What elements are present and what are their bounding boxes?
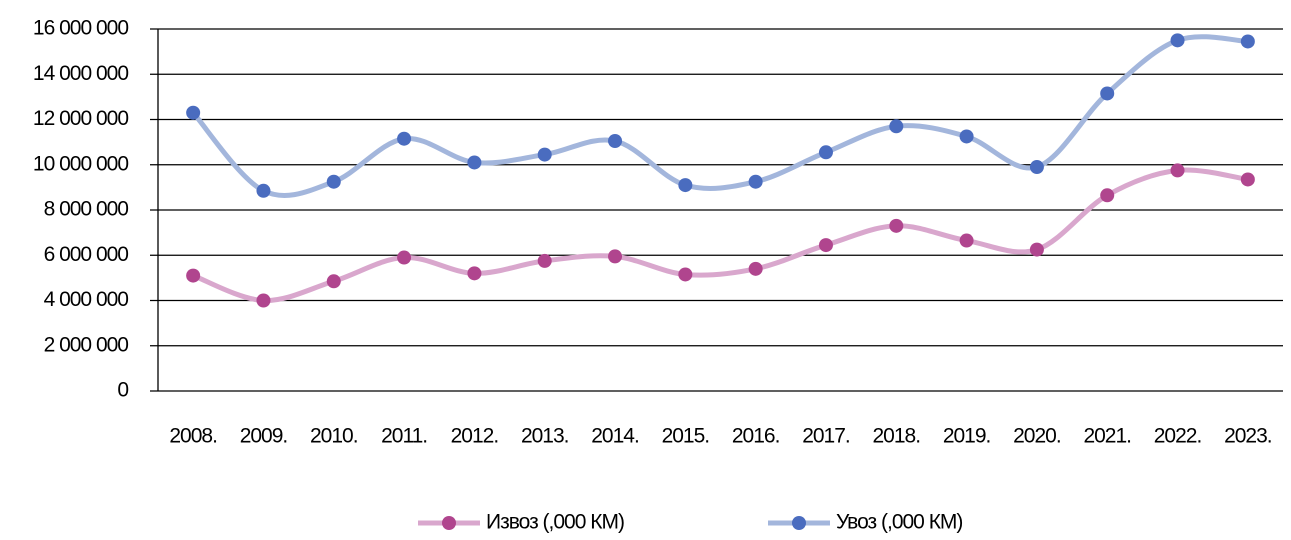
legend-marker bbox=[792, 516, 806, 530]
legend-marker bbox=[442, 516, 456, 530]
y-tick-label: 4 000 000 bbox=[44, 288, 129, 311]
data-point bbox=[1029, 160, 1044, 175]
data-point bbox=[537, 147, 552, 162]
data-point bbox=[397, 250, 412, 265]
data-point bbox=[467, 155, 482, 170]
data-point bbox=[186, 268, 201, 283]
data-point bbox=[1100, 188, 1115, 203]
data-point bbox=[1240, 34, 1255, 49]
x-tick-label: 2017. bbox=[802, 425, 850, 448]
x-tick-label: 2013. bbox=[521, 425, 569, 448]
x-tick-label: 2012. bbox=[451, 425, 499, 448]
y-tick-label: 2 000 000 bbox=[44, 333, 129, 356]
x-tick-label: 2020. bbox=[1013, 425, 1061, 448]
data-point bbox=[256, 183, 271, 198]
data-point bbox=[889, 119, 904, 134]
data-point bbox=[397, 131, 412, 146]
data-point bbox=[326, 174, 341, 189]
data-point bbox=[818, 145, 833, 160]
x-tick-label: 2008. bbox=[169, 425, 217, 448]
x-tick-label: 2016. bbox=[732, 425, 780, 448]
data-point bbox=[1170, 33, 1185, 48]
legend-label: Увоз (,000 КМ) bbox=[836, 511, 962, 534]
x-tick-label: 2015. bbox=[662, 425, 710, 448]
data-point bbox=[326, 274, 341, 289]
y-tick-label: 10 000 000 bbox=[33, 152, 128, 175]
x-tick-label: 2014. bbox=[591, 425, 639, 448]
x-tick-label: 2018. bbox=[873, 425, 921, 448]
x-tick-label: 2023. bbox=[1224, 425, 1272, 448]
data-point bbox=[1240, 172, 1255, 187]
data-point bbox=[748, 261, 763, 276]
series-line bbox=[190, 167, 1251, 304]
data-point bbox=[1100, 86, 1115, 101]
data-point bbox=[1029, 242, 1044, 257]
x-tick-label: 2009. bbox=[240, 425, 288, 448]
data-point bbox=[889, 218, 904, 233]
data-point bbox=[467, 266, 482, 281]
y-tick-label: 8 000 000 bbox=[44, 198, 129, 221]
data-point bbox=[748, 174, 763, 189]
y-tick-label: 16 000 000 bbox=[33, 17, 128, 40]
legend-label: Извоз (,000 КМ) bbox=[486, 511, 624, 534]
y-tick-label: 12 000 000 bbox=[33, 107, 128, 130]
series-line bbox=[190, 34, 1251, 198]
data-point bbox=[678, 267, 693, 282]
x-tick-label: 2021. bbox=[1083, 425, 1131, 448]
data-point bbox=[1170, 163, 1185, 178]
y-tick-label: 6 000 000 bbox=[44, 243, 129, 266]
data-point bbox=[537, 253, 552, 268]
data-point bbox=[959, 129, 974, 144]
y-tick-label: 14 000 000 bbox=[33, 62, 128, 85]
data-point bbox=[678, 178, 693, 193]
x-tick-label: 2010. bbox=[310, 425, 358, 448]
y-tick-label: 0 bbox=[117, 379, 128, 402]
data-point bbox=[818, 238, 833, 253]
x-tick-label: 2011. bbox=[381, 425, 427, 448]
x-tick-label: 2019. bbox=[943, 425, 991, 448]
data-point bbox=[608, 133, 623, 148]
data-point bbox=[186, 105, 201, 120]
x-tick-label: 2022. bbox=[1154, 425, 1202, 448]
data-point bbox=[256, 293, 271, 308]
data-point bbox=[959, 233, 974, 248]
data-point bbox=[608, 249, 623, 264]
